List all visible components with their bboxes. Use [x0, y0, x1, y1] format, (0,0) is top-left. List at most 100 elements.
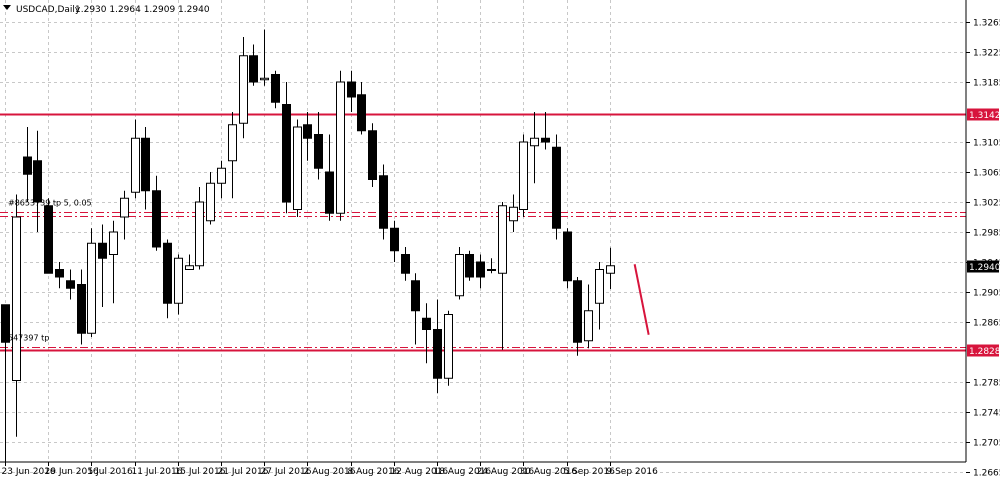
candle-body-bearish: [23, 156, 32, 175]
candle-body-bearish: [44, 205, 53, 274]
chart-symbol: USDCAD,Daily: [16, 5, 81, 15]
time-tick-label: 15 Jul 2016: [175, 467, 226, 477]
candle-body-bullish: [293, 126, 302, 210]
price-tick-label: 1.3025: [973, 199, 1000, 209]
price-tick-label: 1.2905: [973, 289, 1000, 299]
price-tick-label: 1.3105: [973, 139, 1000, 149]
candle-body-bullish: [228, 124, 237, 162]
price-tick-label: 1.3265: [973, 19, 1000, 29]
candle-body-bearish: [98, 242, 107, 259]
price-tick-label: 1.3185: [973, 79, 1000, 89]
candle-body-bearish: [347, 81, 356, 98]
candle-body-bullish: [12, 216, 21, 381]
candle-body-bullish: [206, 182, 215, 222]
candle-body-bullish: [174, 257, 183, 304]
candles: [1, 29, 615, 463]
candle-body-bearish: [476, 261, 485, 278]
candle-body-bearish: [77, 284, 86, 334]
candle-body-bearish: [563, 231, 572, 282]
time-tick-label: 8 Aug 2016: [348, 467, 400, 477]
candle-body-bearish: [55, 269, 64, 278]
candle-body-bearish: [66, 280, 75, 289]
time-tick-label: 5 Sep 2016: [564, 467, 616, 477]
candle-body-bearish: [401, 254, 410, 274]
candle-body-bearish: [552, 146, 561, 229]
price-tick-label: 1.2785: [973, 379, 1000, 389]
symbol-dropdown-icon[interactable]: [3, 5, 11, 10]
candle-body-bearish: [465, 254, 474, 278]
time-tick-label: 24 Aug 2016: [477, 467, 535, 477]
candle-body-bearish: [141, 137, 150, 192]
time-tick-label: 5 Jul 2016: [88, 467, 133, 477]
candle-body-bearish: [541, 137, 550, 143]
level-price-tag: [967, 344, 999, 357]
candle-body-bearish: [573, 280, 582, 343]
candle-body-bearish: [422, 317, 431, 330]
candle-body-bearish: [379, 175, 388, 229]
candle-body-bullish: [498, 205, 507, 274]
order-annotation: 547397 tp: [8, 333, 49, 342]
candle-body-bullish: [519, 141, 528, 210]
candle-body-bullish: [217, 167, 226, 184]
order-annotation: #8653739 tp 5, 0.05: [8, 198, 92, 207]
time-tick-label: 2 Aug 2016: [304, 467, 356, 477]
level-price-tag: [967, 108, 999, 121]
candle-body-bullish: [455, 254, 464, 297]
level-price-tag-label: 1.2828: [969, 347, 1000, 357]
level-price-tag-label: 1.3142: [969, 111, 1000, 121]
price-tick-label: 1.2745: [973, 409, 1000, 419]
candle-body-bearish: [163, 242, 172, 304]
candle-body-bearish: [152, 190, 161, 248]
candle-body-bearish: [368, 130, 377, 180]
price-tick-label: 1.3225: [973, 49, 1000, 59]
price-tick-label: 1.2865: [973, 319, 1000, 329]
candle-body-bullish: [595, 269, 604, 304]
candle-body-bullish: [185, 265, 194, 270]
candle-body-bullish: [509, 206, 518, 222]
current-price-tag-label: 1.2940: [969, 263, 1000, 273]
price-tick-label: 1.2665: [973, 469, 1000, 479]
price-tick-label: 1.2705: [973, 439, 1000, 449]
candle-body-bearish: [271, 74, 280, 103]
candle-body-bullish: [444, 314, 453, 379]
current-price-tag: [967, 260, 999, 273]
time-tick-label: 11 Jul 2016: [132, 467, 183, 477]
candle-body-bearish: [1, 304, 10, 343]
price-tick-label: 1.2985: [973, 229, 1000, 239]
time-tick-label: 30 Aug 2016: [520, 467, 578, 477]
candle-body-bullish: [195, 201, 204, 267]
time-tick-label: 18 Aug 2016: [434, 467, 492, 477]
time-tick-label: 29 Jun 2016: [45, 467, 99, 477]
chart-ohlc: 1.2930 1.2964 1.2909 1.2940: [75, 5, 210, 15]
candle-body-bearish: [249, 55, 258, 83]
candle-body-bullish: [131, 137, 140, 193]
candle-body-bearish: [433, 329, 442, 379]
candle-body-bullish: [239, 55, 248, 124]
candle-body-bullish: [120, 197, 129, 218]
candle-body-bearish: [325, 171, 334, 214]
candle-body-bearish: [390, 227, 399, 252]
candle-body-bearish: [282, 104, 291, 203]
candle-body-bullish: [487, 269, 496, 271]
trend-arrow-line: [633, 264, 650, 335]
time-tick-label: 9 Sep 2016: [607, 467, 659, 477]
candle-body-bearish: [411, 280, 420, 312]
candle-body-bullish: [87, 242, 96, 334]
candle-body-bullish: [336, 81, 345, 214]
candle-body-bullish: [109, 231, 118, 255]
price-axis[interactable]: 1.3265 1.3225 1.3185 1.3105 1.3065 1.3025 1.29…: [966, 19, 1000, 479]
candle-body-bearish: [303, 124, 312, 139]
time-tick-label: 21 Jul 2016: [218, 467, 269, 477]
candle-body-bearish: [357, 94, 366, 132]
price-tick-label: 1.3065: [973, 169, 1000, 179]
time-tick-label: 27 Jul 2016: [261, 467, 312, 477]
candle-body-bullish: [530, 137, 539, 147]
time-tick-label: 23 Jun 2016: [2, 467, 56, 477]
candle-body-bullish: [260, 77, 269, 81]
candle-body-bearish: [33, 160, 42, 203]
time-tick-label: 12 Aug 2016: [391, 467, 449, 477]
annotations: #8653739 tp 5, 0.05 547397 tp: [8, 198, 650, 342]
